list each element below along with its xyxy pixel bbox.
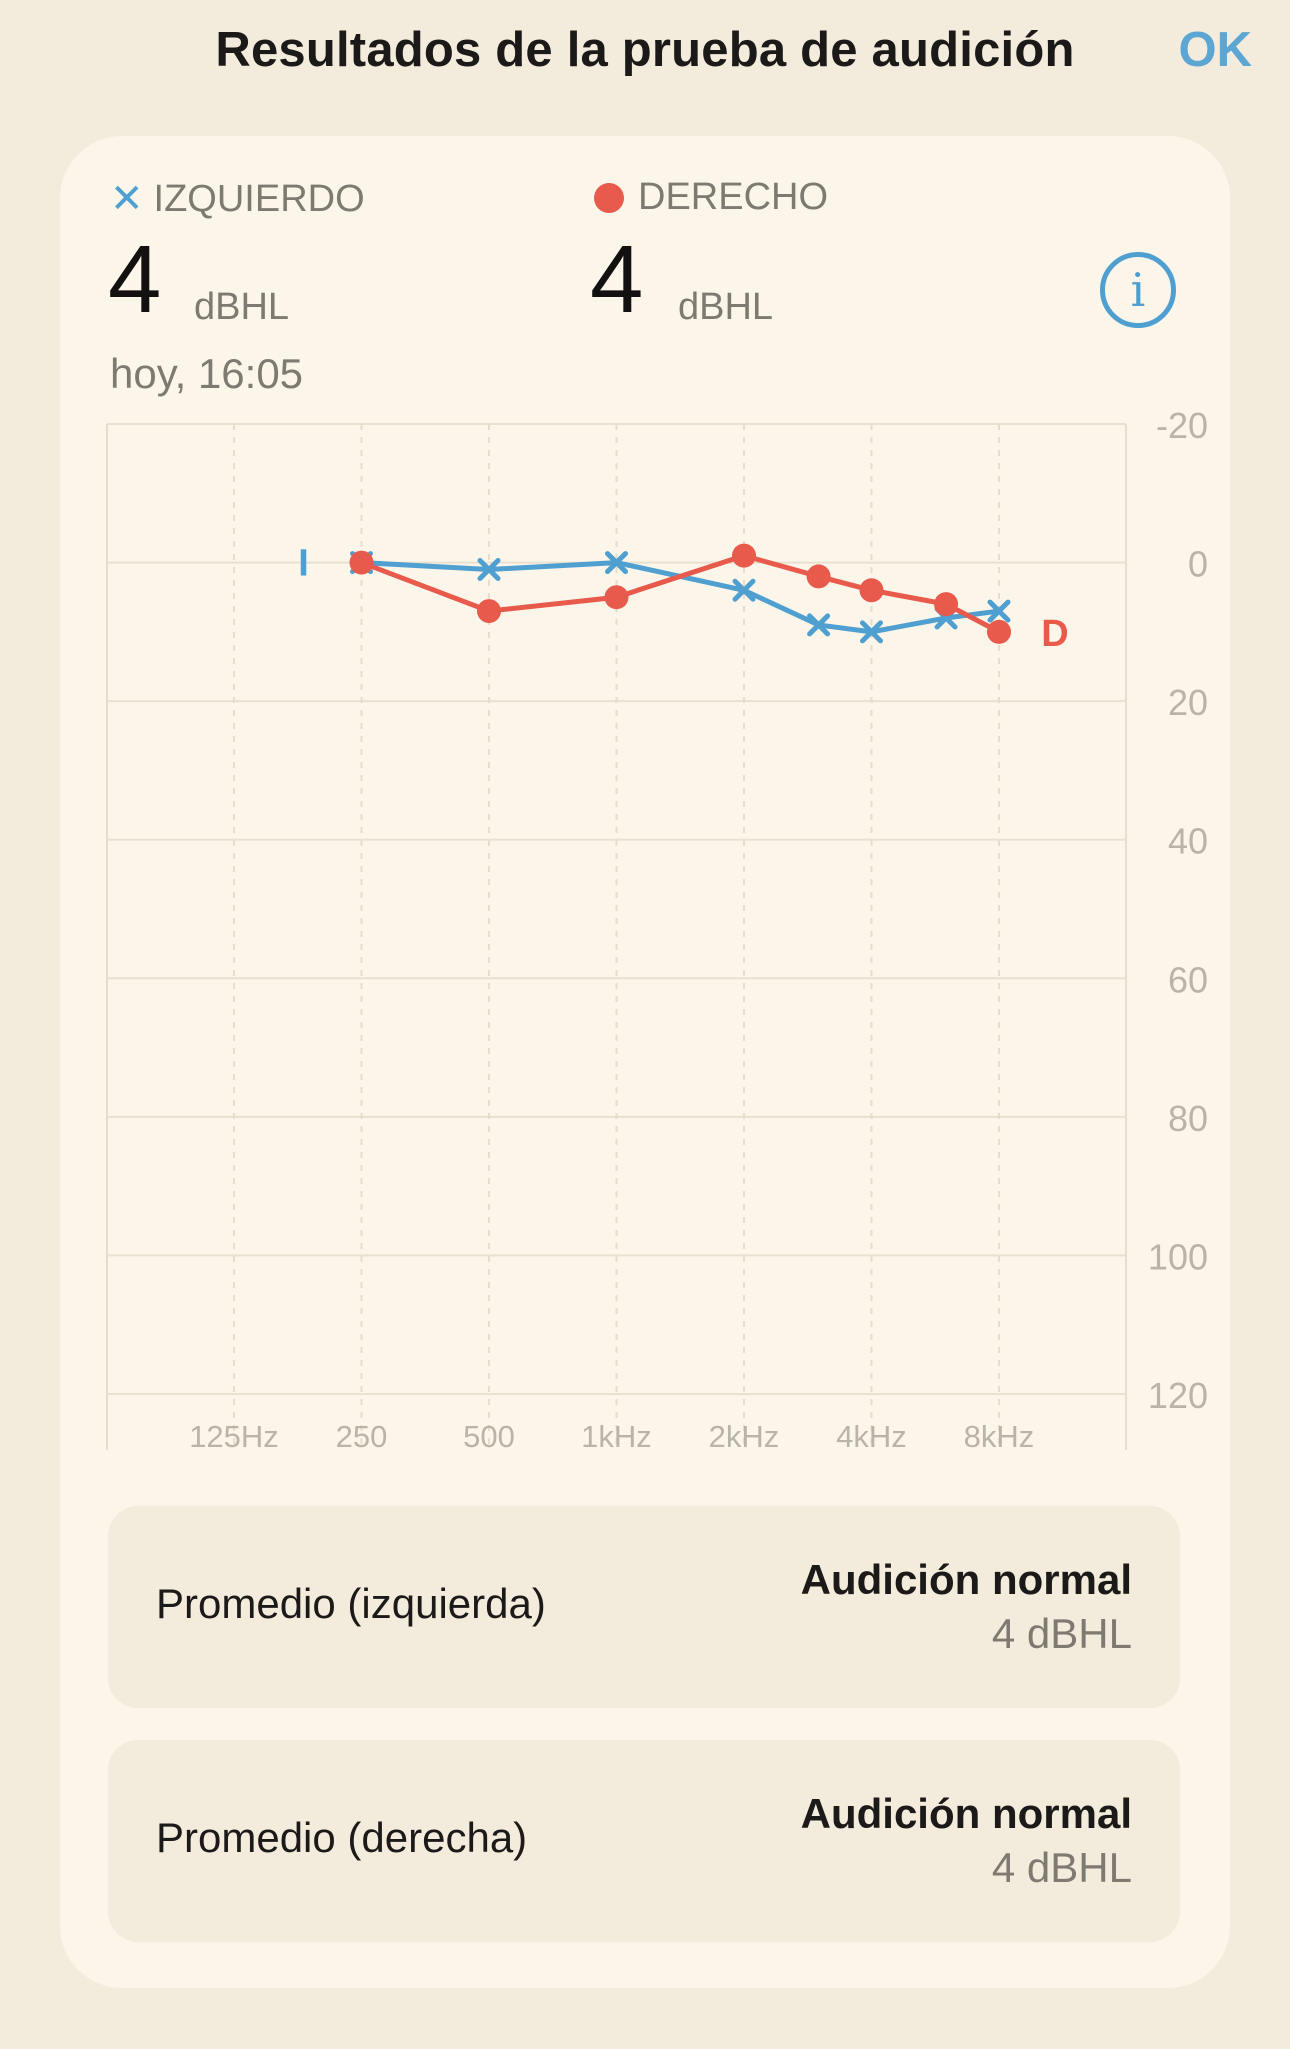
average-right-value: 4 dBHL: [991, 1844, 1132, 1891]
left-ear-point: [477, 558, 501, 581]
right-ear-point: [732, 543, 756, 568]
left-ear-point: [732, 578, 756, 602]
left-ear-point: [807, 613, 831, 637]
legend-right: DERECHO: [594, 176, 828, 219]
legend-right-label: DERECHO: [638, 176, 829, 218]
y-tick-label: 40: [1168, 821, 1208, 862]
left-ear-label: I: [298, 543, 309, 585]
legend-left: ✕ IZQUIERDO: [110, 176, 365, 222]
right-ear-label: D: [1041, 613, 1068, 655]
ok-button[interactable]: OK: [1178, 23, 1253, 77]
average-right-status: Audición normal: [800, 1790, 1132, 1837]
average-left-value: 4 dBHL: [991, 1610, 1132, 1657]
right-ear-point: [349, 550, 374, 575]
y-tick-label: 60: [1168, 959, 1208, 1000]
x-tick-label: 1kHz: [581, 1419, 652, 1454]
left-ear-point: [860, 620, 883, 644]
x-tick-label: 250: [336, 1419, 388, 1454]
right-ear-point: [859, 578, 884, 603]
results-card: ✕ IZQUIERDO DERECHO 4 dBHL 4 dBHL hoy, 1…: [60, 136, 1230, 1988]
y-tick-label: 80: [1168, 1098, 1208, 1139]
left-average-unit: dBHL: [194, 286, 290, 328]
y-tick-label: 100: [1148, 1236, 1208, 1277]
average-left-label: Promedio (izquierda): [156, 1580, 546, 1627]
info-icon[interactable]: i: [1100, 252, 1176, 328]
average-right-label: Promedio (derecha): [156, 1814, 528, 1861]
legend-left-label: IZQUIERDO: [153, 177, 365, 220]
right-ear-point: [477, 599, 501, 624]
x-tick-label: 125Hz: [189, 1419, 279, 1454]
average-row-left: Promedio (izquierda) Audición normal 4 d…: [108, 1506, 1180, 1708]
right-average-unit: dBHL: [678, 286, 774, 328]
right-ear-point: [987, 619, 1011, 644]
right-ear-point: [604, 585, 629, 610]
header-title: Resultados de la prueba de audición: [215, 23, 1075, 77]
x-tick-label: 4kHz: [836, 1419, 907, 1454]
right-ear-line: [360, 553, 1001, 635]
right-average-value: 4: [590, 226, 644, 333]
x-icon: ✕: [110, 177, 144, 221]
y-tick-label: -20: [1156, 405, 1208, 446]
left-average-value: 4: [108, 226, 162, 333]
audiogram-chart: -20 0 20 40 60 80 100 120 125Hz 250 500 1kHz 2kHz 4kH…: [106, 405, 1208, 1454]
x-tick-label: 2kHz: [709, 1419, 780, 1454]
test-date: hoy, 16:05: [110, 350, 304, 397]
x-tick-label: 8kHz: [964, 1419, 1035, 1454]
left-ear-point: [605, 551, 628, 575]
average-left-status: Audición normal: [800, 1556, 1132, 1603]
average-row-right: Promedio (derecha) Audición normal 4 dBH…: [108, 1740, 1180, 1942]
right-ear-point: [806, 564, 831, 589]
left-ear-line: [361, 560, 1000, 635]
right-ear-point: [934, 592, 959, 617]
y-tick-label: 20: [1168, 682, 1208, 723]
y-tick-label: 0: [1188, 544, 1208, 585]
left-ear-point: [987, 599, 1011, 623]
dot-icon: [594, 182, 624, 213]
x-tick-label: 500: [463, 1419, 515, 1454]
y-tick-label: 120: [1148, 1375, 1208, 1416]
